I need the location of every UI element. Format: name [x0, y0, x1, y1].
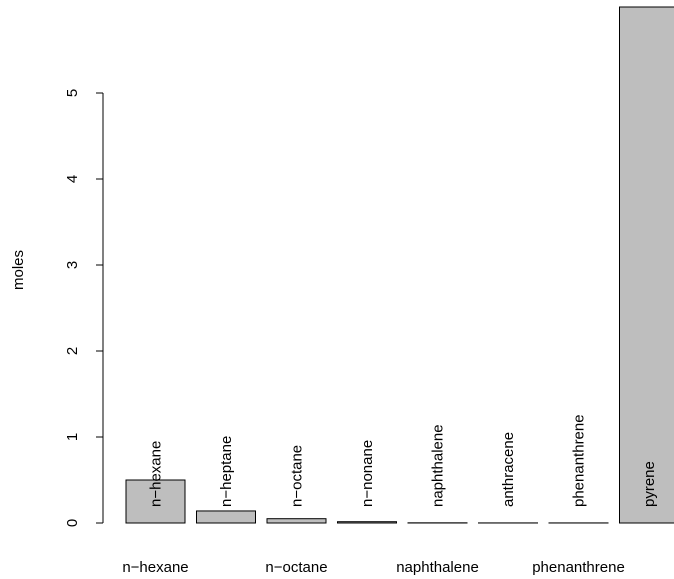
- y-tick-label: 1: [64, 433, 81, 441]
- x-tick-label: n−hexane: [122, 559, 188, 576]
- bar-label: n−hexane: [148, 441, 165, 507]
- bar-label: pyrene: [641, 461, 658, 507]
- bar-label: phenanthrene: [571, 414, 588, 507]
- y-tick-label: 4: [64, 175, 81, 183]
- bar-label: n−nonane: [359, 440, 376, 507]
- bar: [266, 518, 327, 524]
- x-tick-label: phenanthrene: [532, 559, 625, 576]
- bar-label: n−heptane: [218, 436, 235, 507]
- bar: [196, 510, 256, 524]
- bar-label: anthracene: [500, 432, 517, 507]
- bar: [125, 479, 186, 524]
- bar-label: n−octane: [289, 445, 306, 507]
- y-axis-label: moles: [10, 250, 27, 290]
- x-tick-label: naphthalene: [396, 559, 479, 576]
- bar-label: naphthalene: [430, 424, 447, 507]
- y-tick-label: 0: [64, 519, 81, 527]
- y-tick-label: 5: [64, 89, 81, 97]
- bar: [337, 521, 397, 524]
- y-tick-label: 3: [64, 261, 81, 269]
- bar: [619, 6, 674, 524]
- y-tick-label: 2: [64, 347, 81, 355]
- x-tick-label: n−octane: [265, 559, 327, 576]
